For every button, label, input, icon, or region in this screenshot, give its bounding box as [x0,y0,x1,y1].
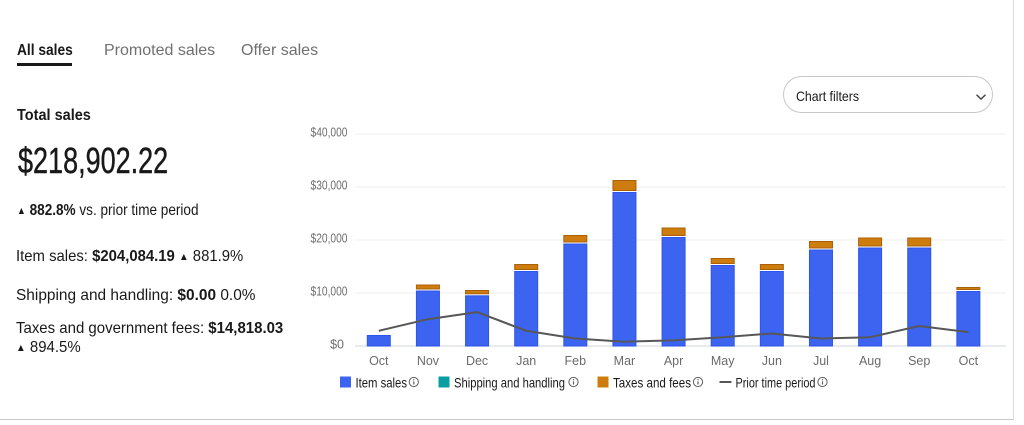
svg-text:Feb: Feb [565,354,587,368]
svg-text:$20,000: $20,000 [311,232,348,246]
svg-text:Nov: Nov [417,354,440,368]
svg-text:May: May [711,354,735,368]
svg-text:Shipping and handling: Shipping and handling [454,374,565,390]
svg-text:Taxes and fees: Taxes and fees [613,374,691,390]
svg-text:Jun: Jun [762,354,782,368]
svg-text:$30,000: $30,000 [311,179,348,193]
svg-text:Jul: Jul [813,354,829,368]
svg-text:Prior time period: Prior time period [736,374,816,390]
svg-text:$0: $0 [330,338,344,352]
svg-text:Dec: Dec [466,354,488,368]
svg-text:Sep: Sep [908,354,930,368]
svg-text:$40,000: $40,000 [311,126,348,140]
svg-text:Item sales: Item sales [356,374,408,390]
svg-text:Oct: Oct [959,354,979,368]
svg-text:Mar: Mar [614,354,636,368]
svg-text:Apr: Apr [664,354,683,368]
svg-text:Aug: Aug [859,354,881,368]
svg-text:$10,000: $10,000 [311,285,348,299]
svg-text:Oct: Oct [369,354,389,368]
svg-text:Jan: Jan [516,354,536,368]
